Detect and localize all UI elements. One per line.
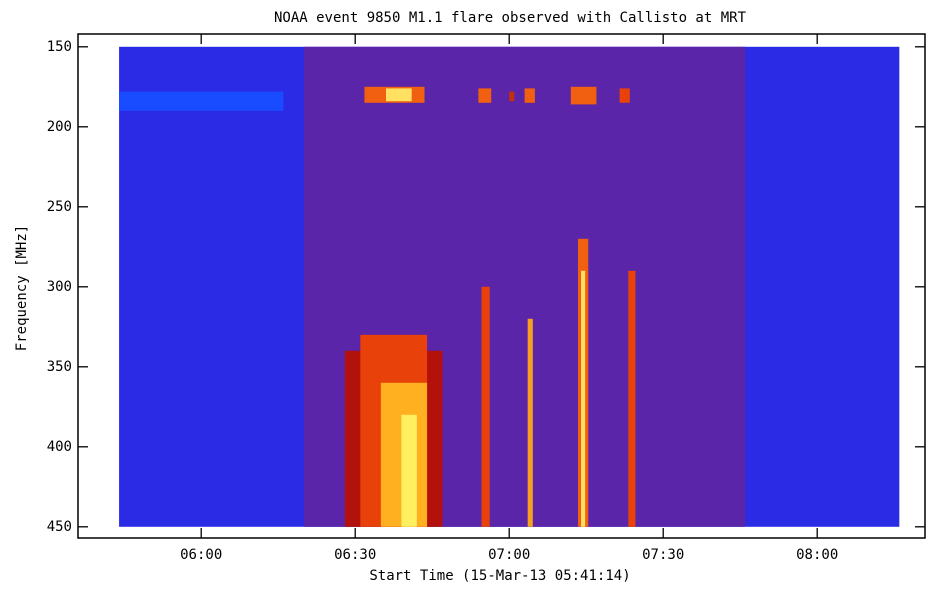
chart-title: NOAA event 9850 M1.1 flare observed with… xyxy=(274,10,747,26)
x-tick-label: 06:00 xyxy=(180,547,222,563)
spectral-region xyxy=(570,86,597,105)
x-tick-label: 08:00 xyxy=(796,547,838,563)
spectral-region xyxy=(527,318,533,527)
spectral-region xyxy=(478,88,492,103)
y-tick-label: 250 xyxy=(47,199,72,215)
x-tick-label: 06:30 xyxy=(334,547,376,563)
spectral-region xyxy=(619,88,630,103)
plot-frame xyxy=(77,33,926,539)
y-tick-label: 150 xyxy=(47,39,72,55)
y-tick-label: 450 xyxy=(47,519,72,535)
spectral-region xyxy=(581,270,586,527)
x-axis-label: Start Time (15-Mar-13 05:41:14) xyxy=(369,568,630,584)
spectral-region xyxy=(401,414,417,527)
y-tick-label: 400 xyxy=(47,439,72,455)
spectral-region xyxy=(524,88,535,103)
spectral-region xyxy=(509,91,515,102)
y-axis-label: Frequency [MHz] xyxy=(14,225,30,351)
y-tick-label: 200 xyxy=(47,119,72,135)
y-tick-label: 350 xyxy=(47,359,72,375)
y-tick-label: 300 xyxy=(47,279,72,295)
spectral-region xyxy=(628,270,636,527)
x-tick-label: 07:00 xyxy=(488,547,530,563)
spectral-region xyxy=(386,88,412,102)
x-tick-label: 07:30 xyxy=(642,547,684,563)
spectral-region xyxy=(119,91,284,111)
spectral-region xyxy=(481,286,490,527)
